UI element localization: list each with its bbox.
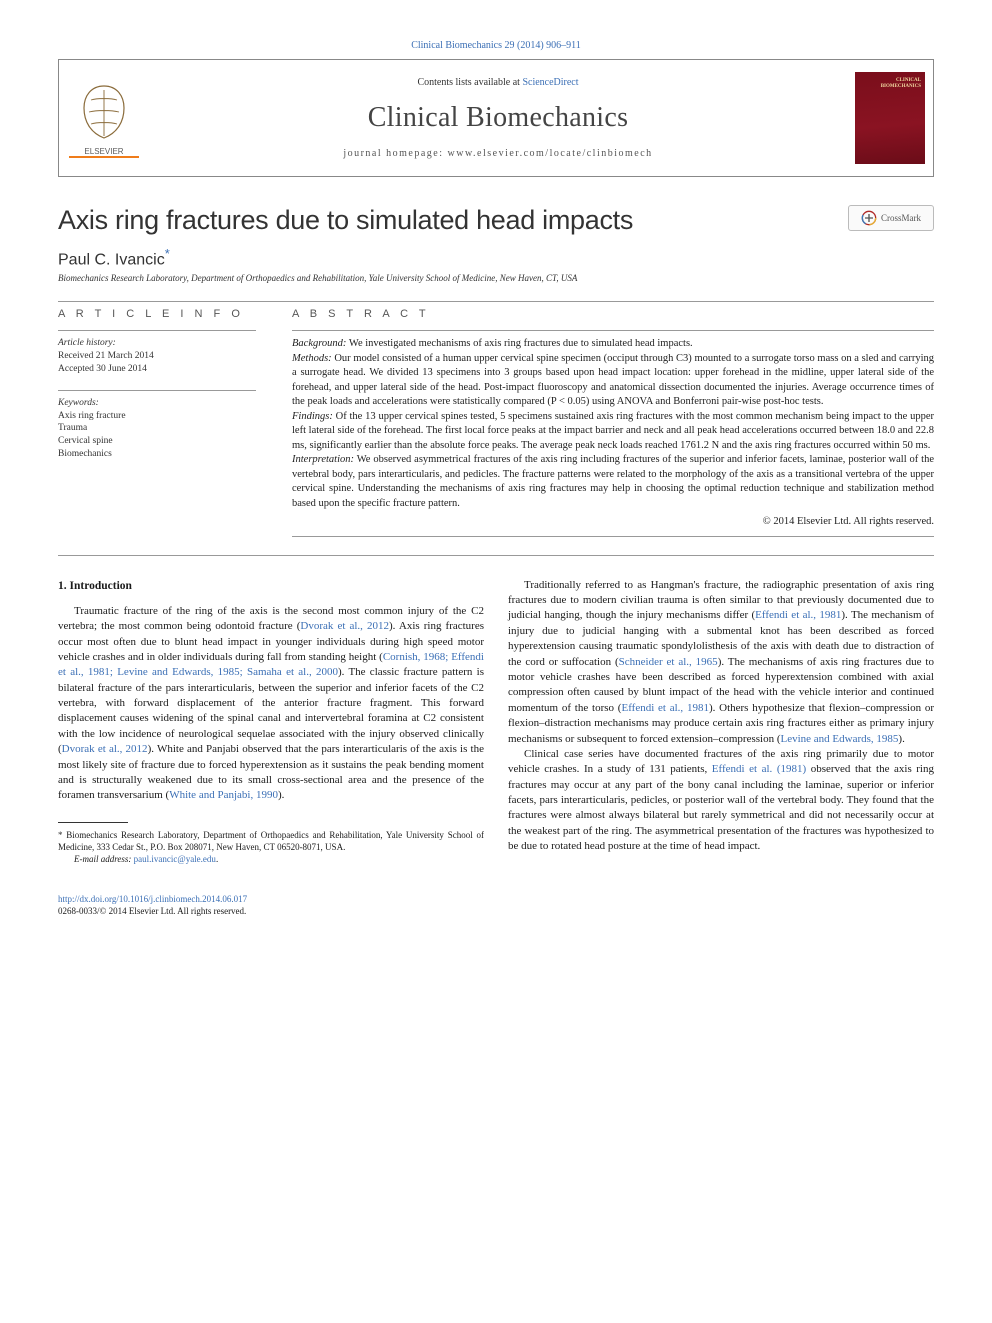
- elsevier-logo: ELSEVIER: [59, 60, 149, 176]
- svg-text:ELSEVIER: ELSEVIER: [84, 147, 123, 156]
- top-citation: Clinical Biomechanics 29 (2014) 906–911: [58, 40, 934, 51]
- issn-line: 0268-0033/© 2014 Elsevier Ltd. All right…: [58, 906, 246, 916]
- intro-heading: 1. Introduction: [58, 578, 484, 594]
- email-suffix: .: [216, 854, 218, 864]
- rule-info-2: [58, 390, 256, 391]
- ref-link[interactable]: Levine and Edwards, 1985: [781, 733, 899, 745]
- email-link[interactable]: paul.ivancic@yale.edu: [134, 854, 216, 864]
- rule-abs-2: [292, 536, 934, 537]
- ref-link[interactable]: Effendi et al. (1981): [712, 763, 806, 775]
- abstract-head: A B S T R A C T: [292, 308, 934, 320]
- ref-link[interactable]: Dvorak et al., 2012: [300, 620, 389, 632]
- abstract-copyright: © 2014 Elsevier Ltd. All rights reserved…: [292, 515, 934, 529]
- journal-header: ELSEVIER Contents lists available at Sci…: [58, 59, 934, 177]
- abstract-background: Background: We investigated mechanisms o…: [292, 337, 934, 351]
- corr-footnote: * Biomechanics Research Laboratory, Depa…: [58, 829, 484, 853]
- ref-link[interactable]: White and Panjabi, 1990: [169, 789, 278, 801]
- affiliation: Biomechanics Research Laboratory, Depart…: [58, 273, 934, 283]
- doi-link[interactable]: http://dx.doi.org/10.1016/j.clinbiomech.…: [58, 894, 247, 904]
- rule-info-1: [58, 330, 256, 331]
- abstract-findings: Findings: Of the 13 upper cervical spine…: [292, 410, 934, 453]
- t: ).: [278, 789, 284, 801]
- cover-title-l1: CLINICAL: [896, 78, 921, 83]
- keyword: Biomechanics: [58, 449, 112, 459]
- t: ). The classic fracture pattern is bilat…: [58, 666, 484, 755]
- intro-right-p1: Traditionally referred to as Hangman's f…: [508, 578, 934, 747]
- intro-p1: Traumatic fracture of the ring of the ax…: [58, 604, 484, 804]
- intro-right-p2: Clinical case series have documented fra…: [508, 747, 934, 855]
- email-footnote: E-mail address: paul.ivancic@yale.edu.: [58, 853, 484, 865]
- t: observed that the axis ring fractures ma…: [508, 763, 934, 852]
- abstract-interpretation: Interpretation: We observed asymmetrical…: [292, 453, 934, 511]
- abs-bg-text: We investigated mechanisms of axis ring …: [346, 338, 692, 349]
- keywords-label: Keywords:: [58, 398, 99, 408]
- crossmark-badge[interactable]: CrossMark: [848, 205, 934, 231]
- abstract-methods: Methods: Our model consisted of a human …: [292, 352, 934, 410]
- keyword: Axis ring fracture: [58, 411, 126, 421]
- crossmark-label: CrossMark: [881, 213, 921, 223]
- ref-link[interactable]: Dvorak et al., 2012: [62, 743, 148, 755]
- journal-name: Clinical Biomechanics: [149, 102, 847, 134]
- homepage-url: www.elsevier.com/locate/clinbiomech: [448, 148, 653, 159]
- rule-bottom: [58, 555, 934, 556]
- rule-abs-1: [292, 330, 934, 331]
- contents-prefix: Contents lists available at: [417, 77, 522, 88]
- abs-f-label: Findings:: [292, 411, 333, 422]
- page-footer: http://dx.doi.org/10.1016/j.clinbiomech.…: [58, 893, 934, 917]
- abs-bg-label: Background:: [292, 338, 346, 349]
- sciencedirect-link[interactable]: ScienceDirect: [522, 77, 578, 88]
- author-name: Paul C. Ivancic: [58, 251, 165, 268]
- email-label: E-mail address:: [74, 854, 134, 864]
- abs-f-text: Of the 13 upper cervical spines tested, …: [292, 411, 934, 451]
- author-corr-marker: *: [165, 246, 170, 261]
- contents-line: Contents lists available at ScienceDirec…: [149, 77, 847, 88]
- received-date: Received 21 March 2014: [58, 351, 154, 361]
- accepted-date: Accepted 30 June 2014: [58, 364, 147, 374]
- footnote-separator: [58, 822, 128, 823]
- t: ).: [898, 733, 904, 745]
- abs-m-text: Our model consisted of a human upper cer…: [292, 353, 934, 407]
- abs-i-label: Interpretation:: [292, 454, 354, 465]
- article-info-head: A R T I C L E I N F O: [58, 308, 256, 320]
- history-label: Article history:: [58, 338, 116, 348]
- cover-title-l2: BIOMECHANICS: [881, 84, 921, 89]
- ref-link[interactable]: Effendi et al., 1981: [621, 702, 708, 714]
- journal-cover-thumb: CLINICALBIOMECHANICS: [847, 60, 933, 176]
- abs-i-text: We observed asymmetrical fractures of th…: [292, 454, 934, 508]
- ref-link[interactable]: Effendi et al., 1981: [755, 609, 841, 621]
- keyword: Trauma: [58, 423, 87, 433]
- article-title: Axis ring fractures due to simulated hea…: [58, 205, 633, 236]
- crossmark-icon: [861, 210, 877, 226]
- author-line: Paul C. Ivancic*: [58, 246, 934, 269]
- homepage-prefix: journal homepage:: [343, 148, 447, 159]
- abs-m-label: Methods:: [292, 353, 332, 364]
- keyword: Cervical spine: [58, 436, 113, 446]
- corr-text: Biomechanics Research Laboratory, Depart…: [58, 830, 484, 852]
- ref-link[interactable]: Schneider et al., 1965: [619, 656, 718, 668]
- homepage-line: journal homepage: www.elsevier.com/locat…: [149, 148, 847, 159]
- rule-top: [58, 301, 934, 302]
